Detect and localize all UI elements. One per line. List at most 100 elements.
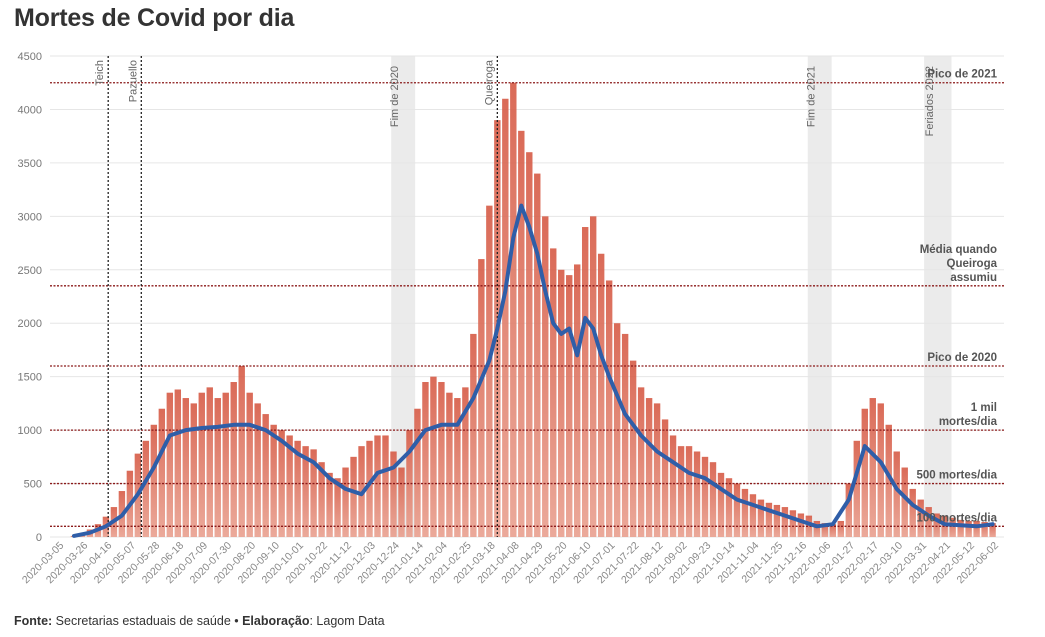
y-tick-labels: 0 500 1000 1500 2000 2500 3000 3500 4000 4500 [18,51,42,544]
reference-label-4: 500 mortes/dia [916,470,997,482]
bar [286,435,293,537]
bar [462,387,469,537]
bar [869,398,876,537]
source-text: Secretarias estaduais de saúde • [52,614,243,628]
footer: Fonte: Secretarias estaduais de saúde • … [14,614,385,628]
bar [917,499,924,537]
bar [717,472,725,537]
bar [182,398,189,537]
reference-label-0: Pico de 2021 [927,69,997,81]
shaded-period-2 [924,56,952,537]
bar [741,488,749,537]
bar [901,467,908,537]
bar [550,248,557,537]
reference-label-2: Pico de 2020 [927,352,997,364]
bar [973,520,980,537]
credit-label: Elaboração [242,614,310,628]
y-tick-label: 1000 [18,425,42,437]
bar [350,456,357,537]
bar [558,269,565,537]
bar [206,387,213,537]
bar [342,467,349,537]
bar [861,408,868,537]
reference-label-5: 100 mortes/dia [916,512,997,524]
bar [797,513,805,537]
bar [773,504,781,537]
bar [949,517,956,537]
bar [518,130,525,538]
credit-text: : Lagom Data [309,614,385,628]
bar [222,392,229,537]
bar [142,440,150,537]
bar [406,430,413,537]
bar [246,392,253,537]
chart-title: Mortes de Covid por dia [14,4,295,32]
bar [781,507,789,537]
bar [981,522,988,537]
bar [725,478,733,537]
bar [621,333,629,537]
bar [965,520,972,537]
source-label: Fonte: [14,614,53,628]
bar [893,451,900,537]
bar [597,253,605,537]
event-label-1: Pazuello [127,60,139,102]
bar [422,382,429,537]
bar [238,365,245,537]
reference-label-1: assumiu [950,272,997,284]
bar [334,478,341,537]
bar [581,227,589,537]
bar [190,403,197,537]
bar [853,440,860,537]
bar [150,424,158,537]
bar [957,519,964,537]
shaded-period-label-2: Feriados 2022 [924,66,936,136]
bar [390,451,397,537]
bar [925,507,932,537]
shaded-periods [391,56,952,537]
y-tick-label: 0 [36,532,42,544]
bar [877,403,884,537]
bar [214,398,221,537]
bar [789,510,797,537]
bar [765,502,773,537]
moving-average-path [72,203,995,538]
reference-label-1: Média quando [920,244,997,256]
bar [470,333,477,537]
bar [605,280,613,537]
bar [534,173,541,538]
bar [310,449,317,537]
reference-label-3: 1 mil [971,402,997,414]
bar [446,392,453,537]
bar [837,520,845,537]
bar [478,259,485,537]
bar [174,389,182,537]
bar [318,462,325,537]
bar [637,387,645,537]
daily-deaths-bars [70,82,996,538]
shaded-period-label-1: Fim de 2021 [806,66,818,127]
bar [733,483,741,537]
event-label-2: Queiroga [483,59,495,105]
x-tick-labels: 2020-03-052020-03-262020-04-162020-05-07… [20,540,1001,587]
bar [829,524,837,537]
bar [486,205,493,537]
bar [693,451,701,537]
moving-average-line [72,203,995,538]
bar [677,446,685,537]
bar [230,382,237,537]
y-tick-label: 2000 [18,318,42,330]
bar [645,398,653,537]
event-label-0: Teich [94,60,106,86]
bar [198,392,205,537]
y-tick-label: 3000 [18,211,42,223]
bar [382,435,389,537]
bar [885,424,892,537]
shaded-period-label-0: Fim de 2020 [389,66,401,127]
bar [270,424,277,537]
reference-label-1: Queiroga [947,258,998,270]
bar [989,523,996,537]
bar [302,446,309,537]
y-tick-label: 3500 [18,158,42,170]
reference-label-3: mortes/dia [939,416,998,428]
